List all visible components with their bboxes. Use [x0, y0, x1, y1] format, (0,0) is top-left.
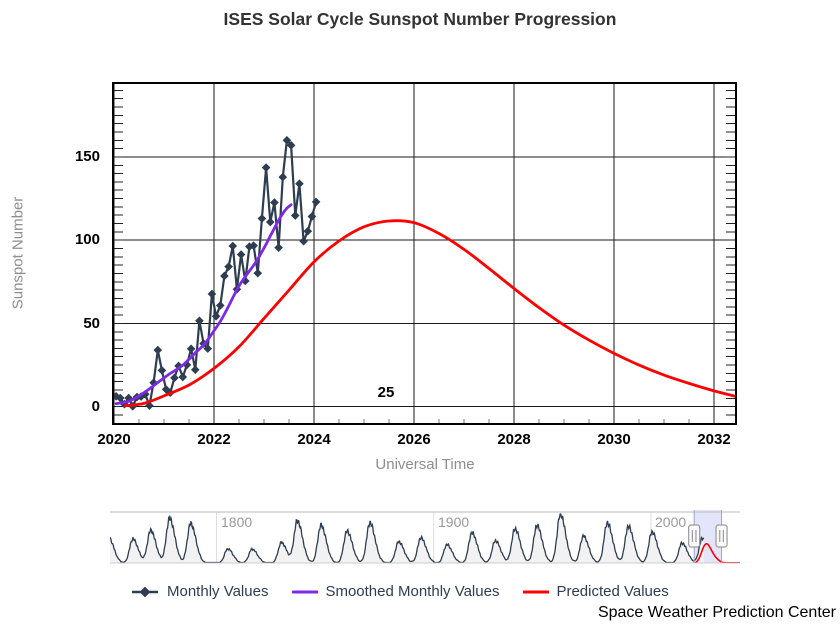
monthly-values-marker-icon: [132, 586, 158, 597]
cycle-25-annotation: 25: [377, 384, 395, 401]
nav-label-1800: 1800: [221, 514, 253, 530]
main-plot-area[interactable]: [112, 82, 737, 425]
legend-item-smoothed[interactable]: Smoothed Monthly Values: [292, 583, 499, 600]
nav-label-1900: 1900: [438, 514, 470, 530]
legend-item-monthly[interactable]: Monthly Values: [130, 583, 268, 600]
x-tick-2032: 2032: [697, 431, 731, 448]
smoothed-values-line-icon: [292, 590, 319, 593]
nav-predicted-line: [694, 542, 740, 564]
nav-handle-left[interactable]: [688, 524, 701, 548]
credit-text: Space Weather Prediction Center: [597, 604, 836, 621]
legend-item-predicted[interactable]: Predicted Values: [523, 583, 669, 600]
x-tick-2028: 2028: [497, 431, 531, 448]
plot-border: [112, 82, 737, 425]
y-tick-100: 100: [74, 231, 100, 248]
legend-label-predicted: Predicted Values: [556, 583, 669, 600]
legend-label-smoothed: Smoothed Monthly Values: [325, 583, 500, 600]
y-tick-50: 50: [83, 315, 100, 332]
x-tick-2024: 2024: [297, 431, 331, 448]
nav-label-2000: 2000: [655, 514, 687, 530]
x-tick-2026: 2026: [397, 431, 431, 448]
nav-handle-right[interactable]: [715, 524, 728, 548]
monthly-values-markers: [112, 135, 321, 411]
legend-label-monthly: Monthly Values: [167, 583, 269, 600]
x-tick-2022: 2022: [197, 431, 231, 448]
x-tick-2030: 2030: [597, 431, 631, 448]
x-axis-title: Universal Time: [375, 456, 475, 473]
grid: [112, 82, 737, 425]
x-tick-2020: 2020: [97, 431, 131, 448]
y-tick-150: 150: [74, 148, 100, 165]
legend: Monthly Values Smoothed Monthly Values P…: [130, 583, 669, 600]
smoothed-values-line: [114, 203, 293, 406]
predicted-values-line: [123, 219, 737, 408]
range-slider-navigator[interactable]: [110, 508, 740, 564]
predicted-values-line-icon: [523, 590, 550, 593]
y-tick-0: 0: [91, 398, 100, 415]
page-title: ISES Solar Cycle Sunspot Number Progress…: [223, 9, 617, 29]
y-axis-title: Sunspot Number: [9, 196, 27, 310]
